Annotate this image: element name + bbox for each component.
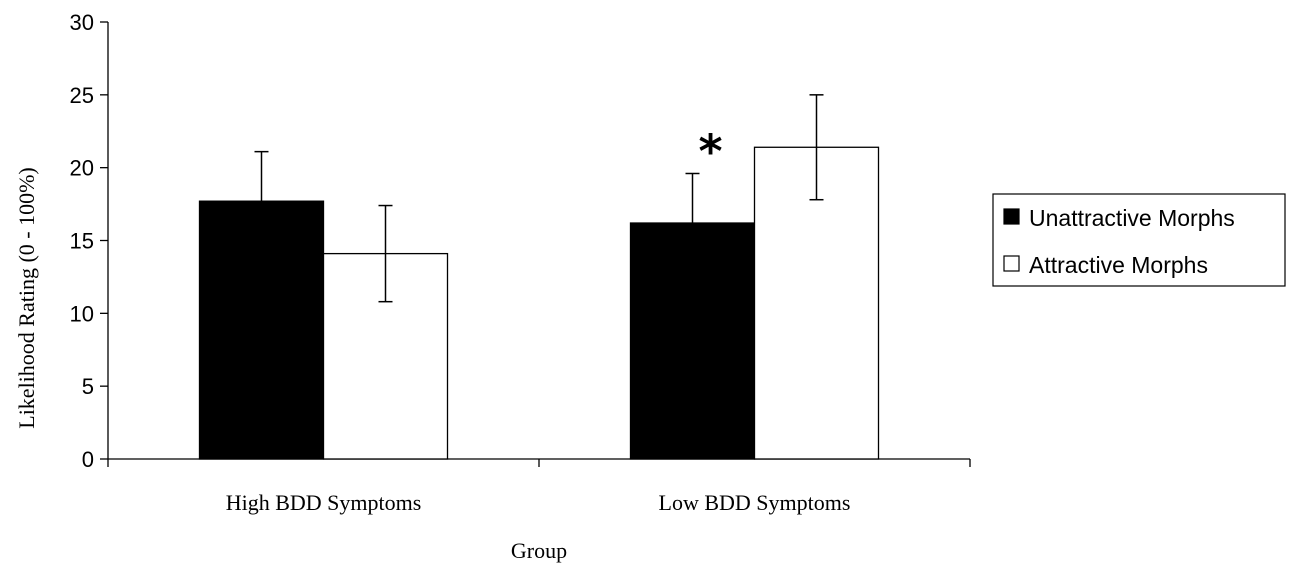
y-axis-title: Likelihood Rating (0 - 100%) bbox=[14, 167, 39, 429]
legend-frame bbox=[992, 193, 1286, 287]
y-tick-label: 5 bbox=[82, 374, 94, 399]
y-tick-label: 30 bbox=[70, 10, 94, 35]
x-axis-title: Group bbox=[511, 538, 567, 563]
x-category-label: Low BDD Symptoms bbox=[659, 490, 851, 515]
y-tick-label: 25 bbox=[70, 83, 94, 108]
legend: Unattractive Morphs Attractive Morphs bbox=[992, 193, 1286, 287]
error-bars bbox=[254, 94, 824, 303]
annotations: * bbox=[698, 124, 722, 178]
significance-marker: * bbox=[698, 124, 722, 178]
y-tick-label: 10 bbox=[70, 301, 94, 326]
legend-swatch-attractive bbox=[1003, 255, 1020, 272]
y-tick-label: 20 bbox=[70, 156, 94, 181]
y-tick-label: 0 bbox=[82, 447, 94, 472]
legend-swatch-unattractive bbox=[1003, 208, 1020, 225]
x-axis: High BDD Symptoms Low BDD Symptoms bbox=[107, 458, 971, 515]
y-tick-label: 15 bbox=[70, 229, 94, 254]
y-axis: 0 5 10 15 20 25 30 bbox=[70, 10, 109, 472]
legend-label-unattractive: Unattractive Morphs bbox=[1029, 205, 1235, 231]
x-category-label: High BDD Symptoms bbox=[226, 490, 422, 515]
bars bbox=[198, 146, 880, 460]
legend-label-attractive: Attractive Morphs bbox=[1029, 252, 1208, 278]
